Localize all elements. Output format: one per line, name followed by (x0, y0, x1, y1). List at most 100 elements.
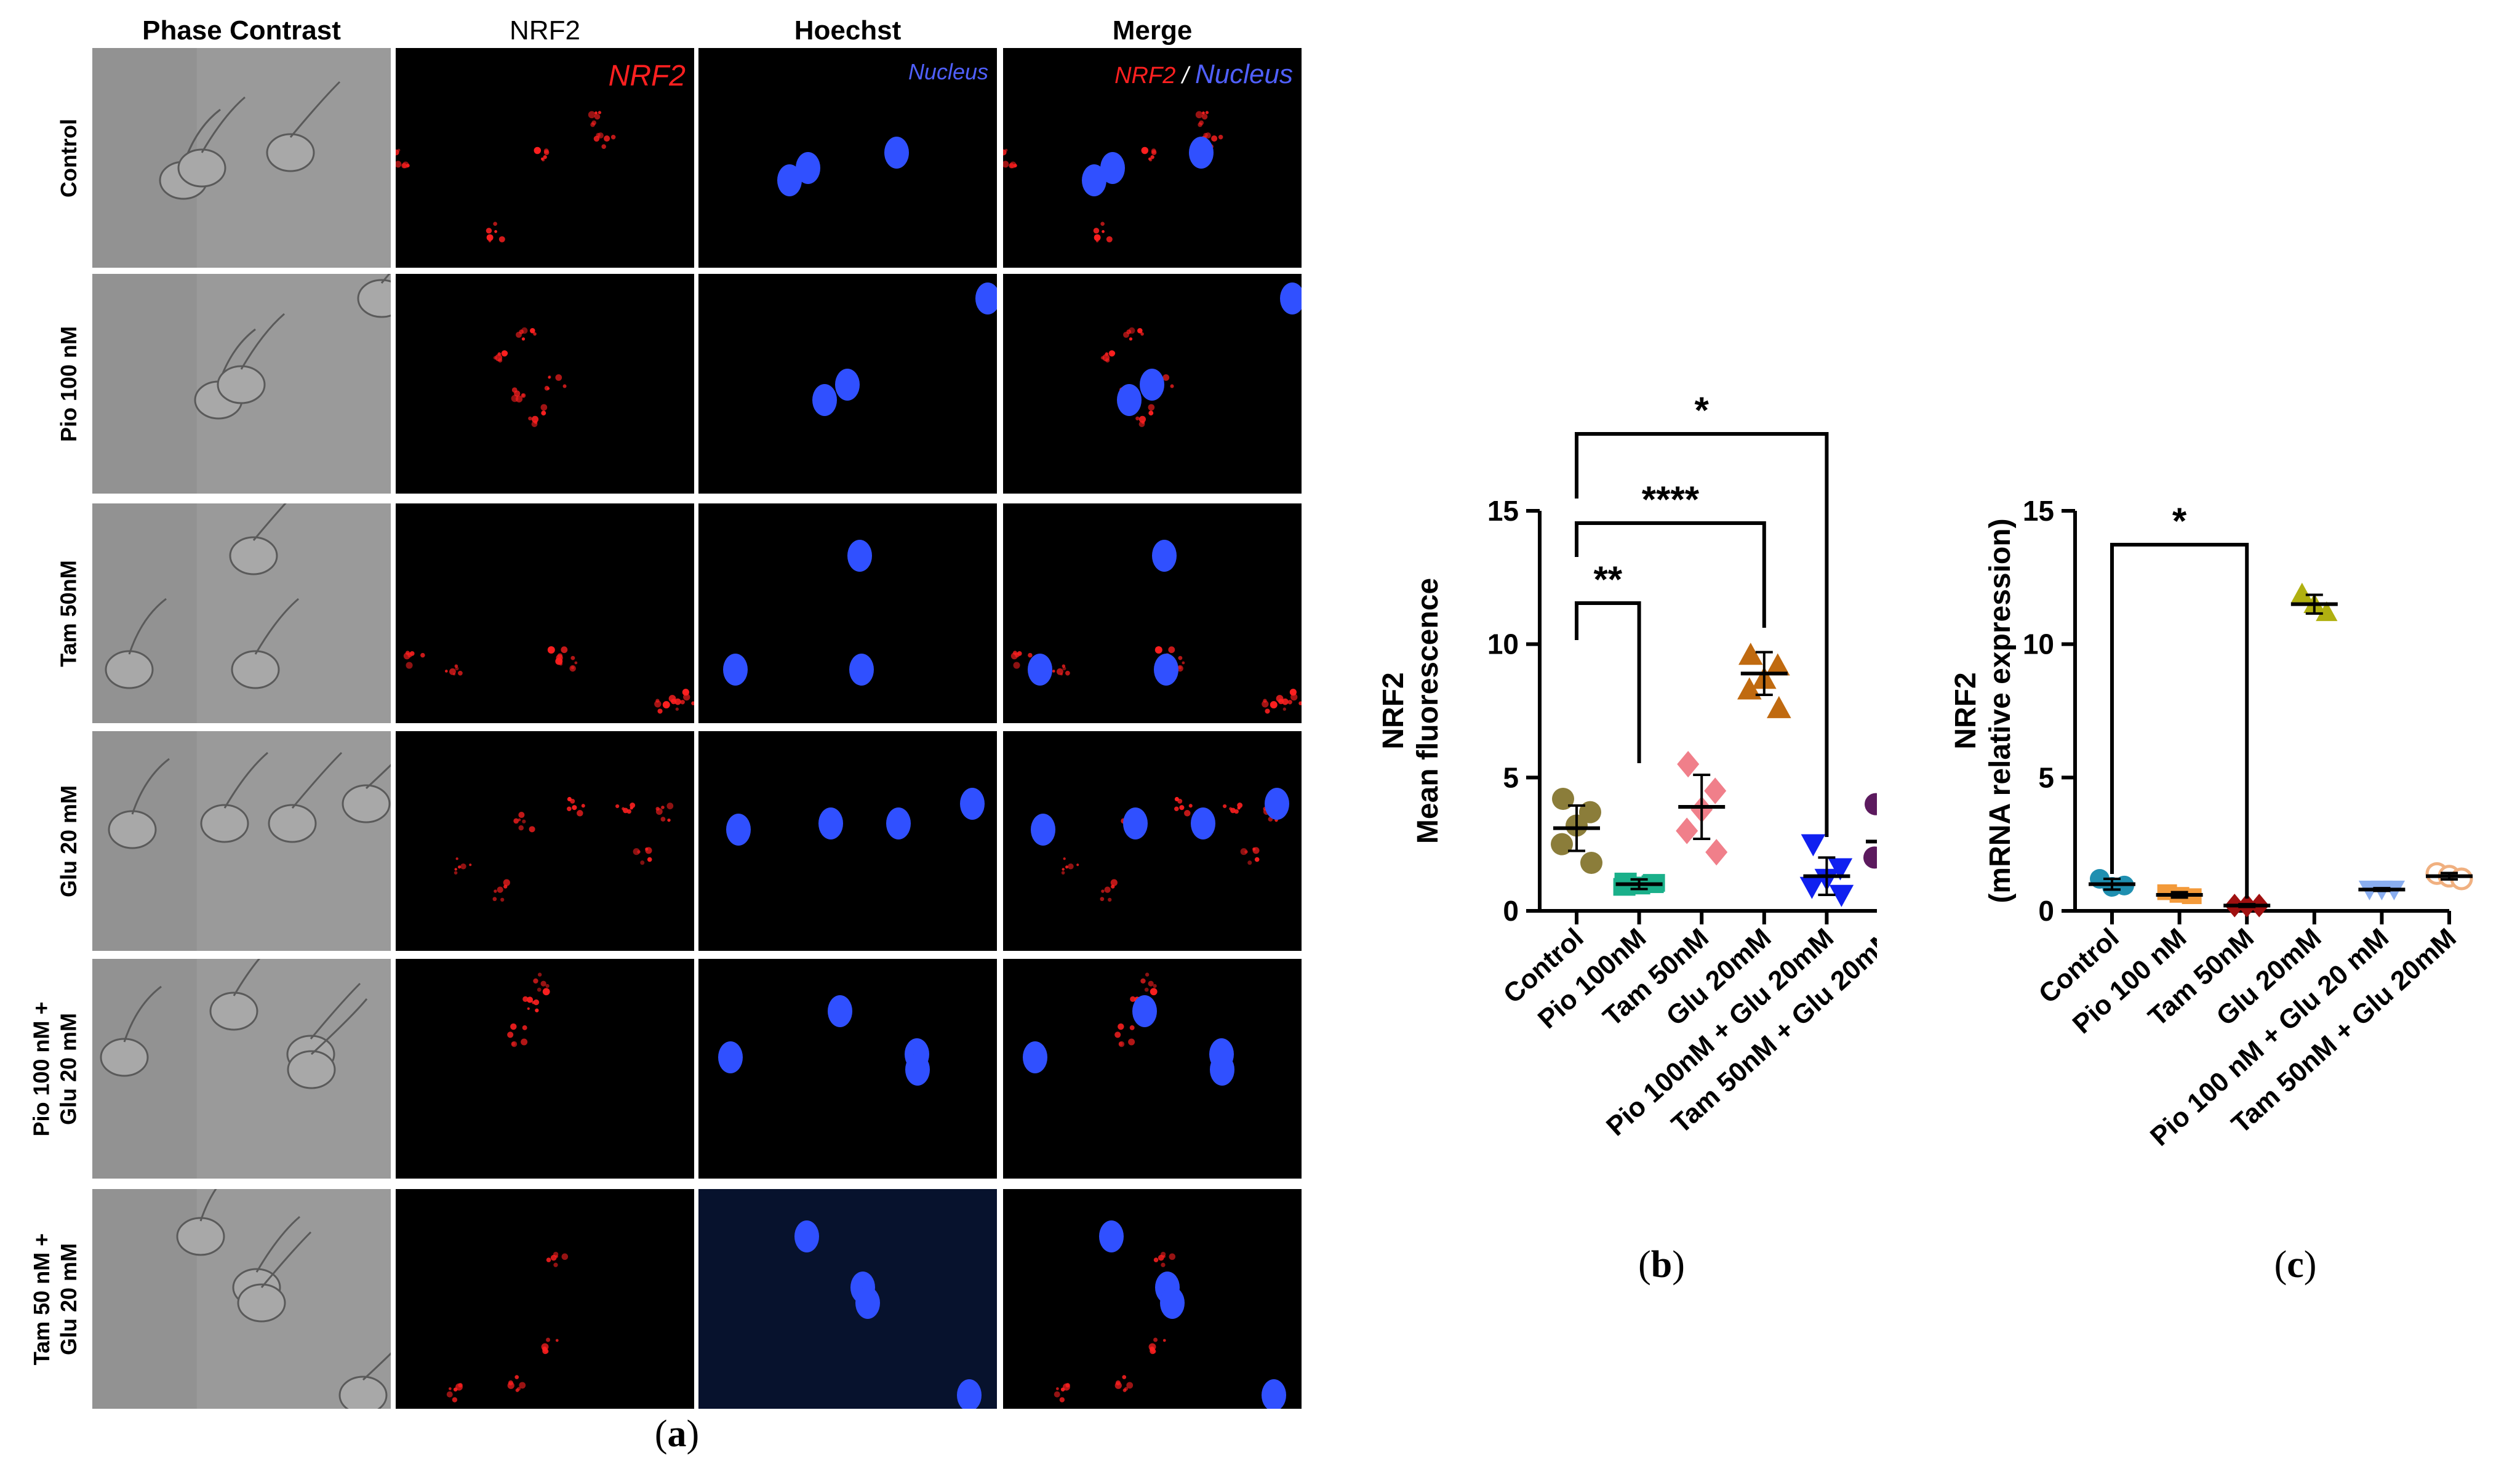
nrf2-punctum (533, 978, 538, 984)
nucleus (847, 540, 872, 572)
nrf2-punctum (495, 354, 503, 362)
y-tick-label: 0 (2038, 895, 2054, 927)
micrograph-image (1003, 48, 1302, 268)
y-axis-label: NRF2 (1950, 672, 1982, 749)
nrf2-punctum (541, 1343, 549, 1351)
nrf2-punctum (1237, 803, 1243, 808)
micrograph-image (92, 959, 391, 1179)
nrf2-punctum (452, 673, 456, 676)
cell-body (176, 1217, 225, 1256)
nrf2-punctum (507, 1031, 514, 1038)
nrf2-punctum (604, 135, 610, 142)
nrf2-punctum (1150, 988, 1158, 996)
nrf2-punctum (666, 803, 674, 809)
data-point (1737, 677, 1762, 700)
nrf2-punctum (1100, 222, 1105, 226)
micrograph-image (396, 503, 694, 723)
micrograph-image (92, 503, 391, 723)
micrograph-image (92, 274, 391, 494)
cell-process (291, 751, 343, 809)
nrf2-punctum (531, 415, 539, 423)
nrf2-punctum (493, 222, 497, 226)
nrf2-punctum (1060, 673, 1063, 676)
nrf2-punctum (1124, 1387, 1128, 1391)
y-tick-label: 5 (2038, 761, 2054, 793)
nrf2-punctum (527, 1007, 530, 1010)
nrf2-punctum (1170, 384, 1174, 388)
nrf2-punctum (1052, 670, 1055, 673)
cell-process (362, 1352, 391, 1381)
micrograph-image (1003, 731, 1302, 951)
nrf2-punctum (458, 865, 462, 869)
nrf2-punctum (1290, 694, 1298, 701)
micrograph-image (1003, 274, 1302, 494)
cell-process (310, 998, 368, 1055)
nrf2-punctum (1169, 1253, 1176, 1260)
micrograph-hoechst-row-1: Nucleus (698, 48, 997, 268)
nrf2-punctum (396, 161, 402, 168)
nrf2-punctum (645, 847, 649, 851)
micrograph-image (92, 48, 391, 268)
nrf2-punctum (519, 329, 524, 334)
nrf2-punctum (532, 1001, 535, 1004)
cell-body (209, 991, 258, 1031)
nucleus (855, 1287, 880, 1319)
nrf2-punctum (534, 146, 542, 154)
nrf2-punctum (486, 228, 492, 234)
cell-body (217, 365, 266, 404)
data-point (1799, 876, 1825, 899)
data-point (1705, 839, 1728, 866)
column-header-phase-contrast: Phase Contrast (142, 15, 341, 46)
nrf2-punctum (662, 701, 670, 709)
micrograph-merge-row-1: NRF2 / Nucleus (1003, 48, 1302, 268)
nrf2-punctum (1168, 646, 1175, 654)
nrf2-punctum (1218, 134, 1223, 140)
y-tick-label: 10 (1487, 628, 1519, 660)
nrf2-punctum (541, 411, 546, 416)
nrf2-punctum (1174, 796, 1179, 802)
data-point (2291, 582, 2313, 603)
nrf2-punctum (406, 662, 413, 669)
nrf2-punctum (1184, 810, 1191, 817)
nrf2-punctum (594, 111, 598, 114)
micrograph-phase-contrast-row-1 (92, 48, 391, 268)
panel-letter-a: (a) (654, 1413, 700, 1455)
nrf2-punctum (1065, 865, 1069, 869)
nrf2-punctum (1004, 148, 1008, 152)
nucleus (835, 369, 860, 401)
micrograph-nrf2-row-2 (396, 274, 694, 494)
nrf2-punctum (640, 860, 645, 865)
nrf2-punctum (1188, 804, 1193, 808)
data-point (2316, 601, 2338, 622)
data-point (1738, 643, 1763, 665)
nrf2-punctum (1153, 1257, 1159, 1262)
nrf2-punctum (514, 1375, 519, 1379)
nrf2-punctum (546, 1337, 551, 1342)
micrograph-phase-contrast-row-6 (92, 1189, 391, 1409)
y-axis-label-2: Mean fluorescence (1412, 578, 1444, 844)
nrf2-punctum (1115, 1380, 1121, 1386)
nucleus (796, 152, 820, 184)
nrf2-punctum (1223, 804, 1227, 809)
nrf2-punctum (674, 698, 681, 705)
nucleus (818, 807, 843, 839)
nrf2-punctum (1161, 1262, 1166, 1267)
micrograph-image (396, 959, 694, 1179)
cell-body (342, 784, 391, 823)
nrf2-punctum (546, 387, 550, 390)
significance-label: * (1695, 390, 1710, 431)
nrf2-punctum (1126, 1382, 1134, 1389)
nrf2-punctum (521, 337, 526, 341)
nrf2-punctum (1153, 983, 1157, 988)
nrf2-punctum (1110, 879, 1118, 886)
nrf2-punctum (521, 393, 525, 397)
nrf2-punctum (1195, 111, 1203, 119)
nrf2-punctum (1148, 1343, 1156, 1351)
micrograph-image (1003, 959, 1302, 1179)
cell-process (199, 1189, 217, 1222)
nucleus (1152, 540, 1177, 572)
nrf2-punctum (1270, 701, 1278, 709)
nrf2-punctum (1104, 886, 1111, 893)
nucleus (957, 1379, 982, 1409)
nrf2-punctum (1059, 1397, 1065, 1403)
